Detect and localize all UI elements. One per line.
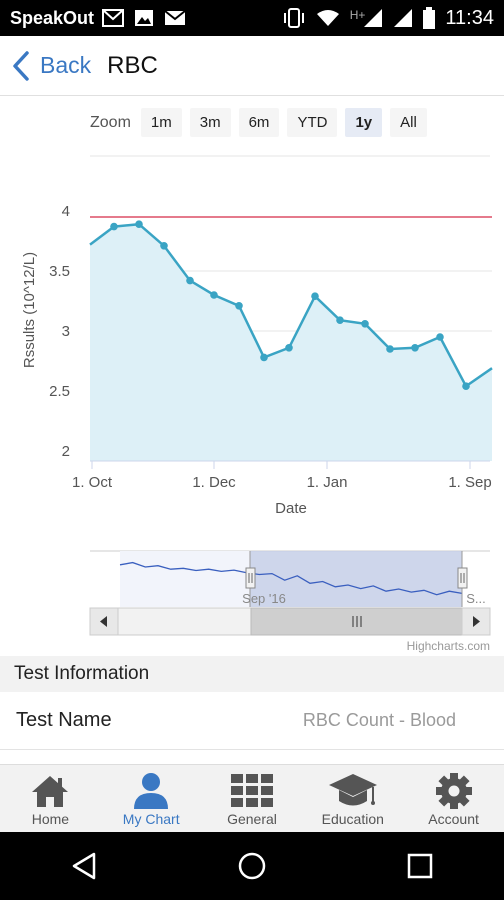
back-button[interactable]: Back (0, 50, 92, 81)
y-tick-label: 2 (62, 443, 70, 460)
android-recents-button[interactable] (390, 841, 450, 891)
status-app-name: SpeakOut (10, 7, 95, 28)
chart-credits[interactable]: Highcharts.com (407, 639, 490, 653)
nav-home[interactable]: Home (0, 765, 101, 832)
android-navigation-bar (0, 832, 504, 900)
status-bar: SpeakOut H+ 11:34 (0, 0, 504, 36)
zoom-selector: Zoom 1m 3m 6m YTD 1y All (90, 108, 427, 137)
data-point[interactable] (411, 344, 419, 352)
back-label: Back (40, 52, 92, 78)
data-point[interactable] (135, 220, 143, 228)
y-tick-label: 3.5 (49, 263, 70, 280)
chart-scrollbar[interactable] (89, 607, 491, 636)
x-tick-label: 1. Sep (448, 474, 491, 491)
grid-icon (230, 774, 273, 807)
chart-navigator[interactable]: Sep '16 S... (90, 550, 490, 607)
zoom-button-3m[interactable]: 3m (189, 108, 231, 137)
chevron-left-icon (13, 50, 29, 81)
zoom-button-all[interactable]: All (390, 108, 427, 137)
data-point[interactable] (186, 276, 194, 285)
data-point[interactable] (462, 382, 470, 391)
y-tick-label: 4 (62, 203, 70, 220)
zoom-button-ytd[interactable]: YTD (287, 108, 338, 137)
navigator-right-handle[interactable] (457, 567, 468, 589)
signal-icon-2 (394, 9, 413, 27)
nav-my-chart[interactable]: My Chart (101, 765, 202, 832)
network-type: H+ (349, 8, 366, 22)
nav-education-label: Education (321, 811, 384, 827)
test-name-value: RBC Count - Blood (302, 710, 456, 730)
square-recents-icon (407, 853, 433, 879)
data-point[interactable] (235, 302, 243, 310)
navigator-left-region (120, 551, 250, 607)
nav-account[interactable]: Account (403, 765, 504, 832)
nav-education[interactable]: Education (302, 765, 403, 832)
nav-general-label: General (227, 811, 277, 827)
page-title: RBC (107, 51, 158, 79)
section-title: Test Information (14, 663, 150, 684)
nav-general[interactable]: General (202, 765, 303, 832)
vibrate-icon (283, 8, 304, 28)
android-home-button[interactable] (222, 841, 282, 891)
data-point[interactable] (285, 344, 293, 352)
zoom-button-1y[interactable]: 1y (345, 108, 383, 137)
data-point[interactable] (436, 333, 444, 341)
arrow-left-icon (100, 616, 107, 627)
app-header: Back RBC (0, 36, 504, 96)
y-tick-label: 3 (62, 323, 70, 340)
person-icon (134, 773, 169, 809)
mail-icon (102, 9, 125, 27)
bottom-navigation: Home My Chart General Education (0, 764, 504, 832)
y-tick-label: 2.5 (49, 383, 70, 400)
status-time: 11:34 (445, 6, 494, 29)
data-point[interactable] (160, 242, 168, 250)
data-point[interactable] (260, 353, 268, 362)
zoom-button-6m[interactable]: 6m (238, 108, 280, 137)
x-tick-label: 1. Oct (72, 474, 113, 491)
data-point[interactable] (336, 316, 344, 325)
navigator-label-left: Sep '16 (242, 591, 286, 606)
circle-home-icon (238, 852, 266, 880)
navigator-series-line (119, 561, 463, 596)
graduation-cap-icon (328, 774, 377, 806)
triangle-back-icon (72, 852, 96, 880)
image-icon (135, 10, 154, 26)
data-point[interactable] (110, 222, 118, 231)
x-tick-label: 1. Dec (192, 474, 236, 491)
signal-icon (364, 9, 383, 27)
android-back-button[interactable] (54, 841, 114, 891)
data-point[interactable] (311, 292, 319, 301)
data-point[interactable] (361, 320, 369, 328)
nav-home-label: Home (31, 811, 70, 827)
y-axis-label: Rssults (10^12/L) (21, 252, 38, 368)
x-tick-label: 1. Jan (307, 474, 348, 491)
data-point[interactable] (386, 345, 394, 353)
navigator-label-right: S... (466, 591, 486, 606)
gear-icon (435, 773, 472, 809)
data-point[interactable] (210, 291, 218, 299)
test-name-row: Test Name RBC Count - Blood (0, 692, 504, 750)
rbc-chart: 22.533.54 1. Oct 1. Dec 1. Jan 1. Sep Date … (21, 155, 493, 653)
navigator-left-handle[interactable] (245, 567, 256, 589)
wifi-icon (316, 10, 339, 26)
zoom-button-1m[interactable]: 1m (140, 108, 182, 137)
test-name-label: Test Name (16, 709, 112, 731)
nav-my-chart-label: My Chart (122, 811, 180, 827)
envelope-icon (164, 10, 186, 25)
x-axis-label: Date (275, 500, 307, 517)
test-information-header: Test Information (0, 656, 504, 692)
battery-icon (423, 7, 436, 29)
navigator-selected-range[interactable] (250, 551, 462, 607)
arrow-right-icon (473, 616, 480, 627)
nav-account-label: Account (428, 811, 479, 827)
zoom-label: Zoom (90, 113, 131, 131)
home-icon (32, 776, 69, 807)
